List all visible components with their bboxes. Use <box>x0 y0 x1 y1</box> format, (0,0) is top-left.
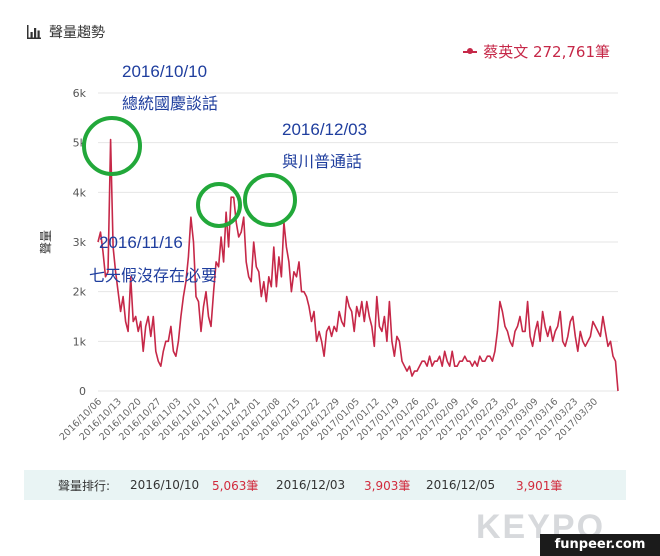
chart-title: 聲量趨勢 <box>49 25 105 41</box>
y-tick-label: 3k <box>73 236 87 249</box>
x-axis-ticks: 2016/10/062016/10/132016/10/202016/10/27… <box>58 396 601 443</box>
annotation-date-1: 2016/10/10 <box>122 62 208 81</box>
ranking-date-3: 2016/12/05 <box>426 478 496 492</box>
annotation-date-2: 2016/12/03 <box>282 120 368 139</box>
ranking-date-1: 2016/10/10 <box>130 478 200 492</box>
annotation-text-3: 七天假沒存在必要 <box>89 268 218 285</box>
annotation-circle <box>82 116 142 176</box>
annotation-circles <box>82 116 297 228</box>
ranking-count-3: 3,901筆 <box>516 478 563 493</box>
annotation-date-3: 2016/11/16 <box>99 233 183 252</box>
annotation-circle <box>243 173 297 227</box>
series-layer <box>97 138 619 392</box>
ranking-date-2: 2016/12/03 <box>276 478 346 492</box>
legend[interactable]: 蔡英文 272,761筆 <box>463 41 610 62</box>
annotation-circle <box>196 182 242 228</box>
ranking-bar: 聲量排行: 2016/10/10 5,063筆 2016/12/03 3,903… <box>24 470 626 500</box>
y-tick-label: 1k <box>73 335 87 348</box>
series-line-tsai-ing-wen <box>97 138 619 392</box>
annotation-text-1: 總統國慶談話 <box>122 96 219 113</box>
y-tick-label: 0 <box>79 385 86 398</box>
y-axis-label: 聲量 <box>38 230 53 254</box>
legend-swatch <box>463 47 478 54</box>
funpeer-watermark: funpeer.com <box>540 534 660 556</box>
ranking-count-1: 5,063筆 <box>212 478 259 493</box>
legend-label: 蔡英文 272,761筆 <box>483 43 610 61</box>
y-tick-label: 2k <box>73 286 87 299</box>
y-tick-label: 4k <box>73 186 87 199</box>
y-tick-label: 6k <box>73 87 87 100</box>
bar-chart-icon <box>27 25 41 39</box>
ranking-count-2: 3,903筆 <box>364 478 411 493</box>
ranking-label: 聲量排行: <box>58 478 111 493</box>
annotation-text-2: 與川普通話 <box>282 154 363 171</box>
